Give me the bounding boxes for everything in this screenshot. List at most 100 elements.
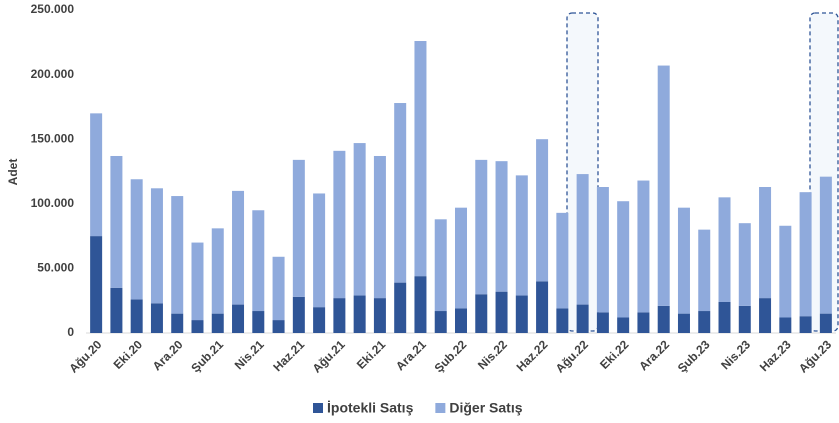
bar-segment — [819, 176, 832, 314]
y-tick-label: 250.000 — [31, 2, 75, 16]
x-tick-label: Eki.20 — [111, 337, 146, 372]
x-tick-label: Eki.21 — [354, 337, 389, 372]
bar-segment — [150, 188, 163, 304]
bar-segment — [576, 304, 589, 333]
bar-segment — [596, 187, 609, 313]
y-tick-label: 50.000 — [37, 261, 74, 275]
x-tick-label: Ağu.23 — [796, 337, 834, 375]
bar-segment — [495, 161, 508, 292]
bar-segment — [475, 294, 488, 333]
bar-segment — [272, 320, 285, 333]
y-tick-label: 0 — [67, 325, 74, 339]
bar-segment — [576, 174, 589, 305]
x-tick-label: Nis.23 — [718, 337, 753, 372]
bar-segment — [799, 192, 812, 317]
x-tick-label: Ağu.21 — [310, 337, 348, 375]
bar-segment — [718, 197, 731, 302]
bar-segment — [333, 150, 346, 299]
legend-swatch — [313, 403, 323, 413]
x-tick-label: Şub.22 — [432, 337, 470, 375]
x-tick-label: Ara.20 — [150, 337, 186, 373]
bar-segment — [434, 219, 447, 312]
legend-swatch — [435, 403, 446, 413]
bar-segment — [799, 316, 812, 333]
bar-segment — [394, 103, 407, 283]
bar-segment — [313, 307, 326, 333]
bar-segment — [110, 287, 123, 333]
legend-label: Diğer Satış — [449, 400, 522, 416]
bar-segment — [211, 313, 224, 333]
bar-segment — [677, 313, 690, 333]
x-tick-label: Haz.23 — [757, 337, 794, 374]
highlight-box — [566, 12, 599, 332]
bar-segment — [191, 242, 204, 321]
bar-segment — [272, 256, 285, 321]
bar-segment — [617, 317, 630, 333]
bar-segment — [252, 210, 265, 312]
y-axis-label: Adet — [6, 159, 20, 186]
x-tick-label: Nis.22 — [475, 337, 510, 372]
bar-segment — [657, 305, 670, 333]
bar-segment — [495, 291, 508, 333]
bar-segment — [171, 313, 184, 333]
bar-segment — [738, 305, 751, 333]
bar-segment — [455, 207, 467, 309]
x-tick-label: Ara.21 — [393, 337, 429, 373]
y-tick-label: 200.000 — [31, 67, 75, 81]
bar-segment — [759, 187, 772, 299]
x-tick-label: Ağu.22 — [553, 337, 591, 375]
bar-segment — [130, 179, 143, 300]
bar-segment — [779, 317, 792, 333]
bar-segment — [556, 212, 569, 309]
y-tick-label: 100.000 — [31, 196, 75, 210]
x-tick-label: Haz.22 — [514, 337, 551, 374]
bar-segment — [90, 236, 103, 333]
bar-segment — [779, 225, 792, 318]
bar-segment — [333, 298, 346, 333]
bar-segment — [718, 301, 731, 333]
bar-segment — [414, 276, 427, 333]
bar-segment — [252, 311, 265, 333]
bar-segment — [191, 320, 204, 333]
bar-segment — [475, 159, 488, 295]
bar-segment — [394, 282, 407, 333]
bar-segment — [292, 159, 305, 297]
bar-segment — [373, 298, 386, 333]
bar-segment — [759, 298, 772, 333]
bar-segment — [110, 155, 123, 288]
bar-segment — [515, 175, 528, 296]
bar-segment — [353, 295, 366, 333]
bar-segment — [617, 201, 630, 318]
bar-segment — [819, 313, 832, 333]
bar-segment — [171, 196, 184, 314]
bar-segment — [515, 295, 528, 333]
bar-segment — [657, 65, 670, 306]
x-tick-label: Ara.22 — [636, 337, 672, 373]
bar-segment — [414, 41, 427, 277]
bar-segment — [738, 223, 751, 306]
bar-segment — [698, 311, 711, 333]
bar-segment — [313, 193, 326, 308]
y-tick-label: 150.000 — [31, 131, 75, 145]
bar-segment — [292, 296, 305, 333]
bar-segment — [353, 143, 366, 296]
bar-segment — [90, 113, 103, 237]
bar-segment — [130, 299, 143, 333]
legend-label: İpotekli Satış — [327, 400, 414, 416]
x-tick-label: Şub.21 — [188, 337, 226, 375]
x-tick-label: Eki.22 — [597, 337, 632, 372]
x-tick-label: Ağu.20 — [66, 337, 104, 375]
x-tick-label: Şub.23 — [675, 337, 713, 375]
bar-segment — [232, 190, 245, 305]
bar-segment — [637, 180, 650, 313]
bar-segment — [536, 281, 549, 333]
x-tick-label: Haz.21 — [270, 337, 307, 374]
bar-segment — [536, 139, 549, 282]
x-tick-label: Nis.21 — [232, 337, 267, 372]
bar-segment — [373, 155, 386, 299]
bar-segment — [698, 229, 711, 312]
bar-segment — [150, 303, 163, 333]
bar-segment — [637, 312, 650, 333]
bar-segment — [556, 308, 569, 333]
bar-segment — [434, 311, 447, 333]
